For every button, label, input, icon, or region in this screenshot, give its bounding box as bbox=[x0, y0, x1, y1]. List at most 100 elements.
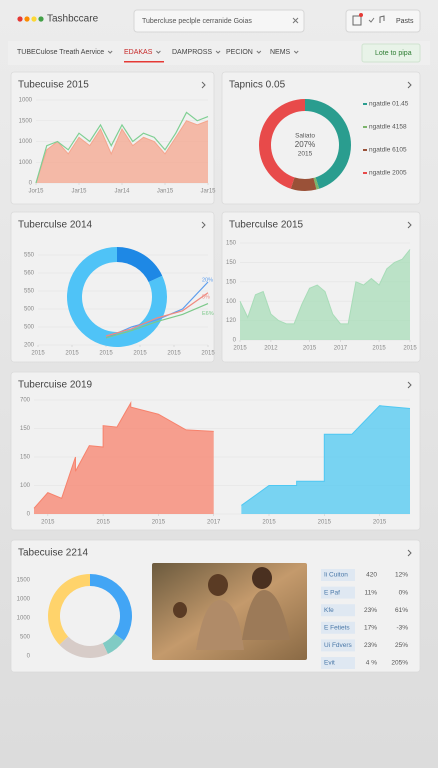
panel-arrow[interactable] bbox=[407, 381, 412, 389]
y-tick-label: 200 bbox=[24, 343, 35, 349]
dot bbox=[31, 16, 37, 22]
x-tick-label: Jar15 bbox=[200, 189, 216, 195]
panel-arrow[interactable] bbox=[201, 81, 206, 89]
y-tick-label: 500 bbox=[24, 325, 35, 331]
donut-segment bbox=[59, 636, 108, 658]
panel-arrow[interactable] bbox=[201, 221, 206, 229]
dropdown-icon bbox=[107, 50, 113, 54]
dropdown-icon bbox=[215, 50, 221, 54]
user-box[interactable] bbox=[345, 9, 421, 33]
y-tick-label: 150 bbox=[20, 455, 31, 461]
annotation: 5% bbox=[202, 294, 210, 300]
panel-arrow[interactable] bbox=[407, 221, 412, 229]
table-cell: 0% bbox=[399, 589, 409, 596]
donut-center-text: 207% bbox=[295, 140, 315, 149]
search-text[interactable]: Tubercluse peclple cerranide Goias bbox=[142, 18, 252, 25]
y-axis-label: 0 bbox=[27, 654, 31, 660]
table-cell: 25% bbox=[395, 642, 408, 649]
y-tick-label: 550 bbox=[24, 253, 35, 259]
table-cell: E Fetiets bbox=[324, 625, 350, 632]
header: Tashbccare Tubercluse peclple cerranide … bbox=[17, 9, 421, 33]
panel-title: Tuberculse 2014 bbox=[18, 220, 93, 231]
legend-label: ngatdle 01.45 bbox=[369, 101, 409, 108]
y-tick-label: 1000 bbox=[19, 98, 33, 104]
dropdown-icon bbox=[293, 50, 299, 54]
nav-item[interactable]: PECION bbox=[226, 49, 253, 56]
table-cell: 205% bbox=[391, 660, 408, 667]
row-label-bg bbox=[321, 604, 355, 617]
area bbox=[36, 120, 208, 183]
y-axis-label: 1000 bbox=[17, 597, 31, 603]
panel: Tuberculse 2014 200 500 500 550 560 550 2015 201… bbox=[10, 211, 215, 363]
logo: Tashbccare bbox=[47, 14, 99, 25]
y-tick-label: 100 bbox=[20, 483, 31, 489]
dot bbox=[24, 16, 30, 22]
y-tick-label: 150 bbox=[226, 279, 237, 285]
header-button[interactable]: Pasts bbox=[396, 18, 414, 25]
donut-segment bbox=[259, 99, 305, 189]
table-cell: 17% bbox=[364, 625, 377, 632]
panel-title: Tubecuise 2015 bbox=[18, 80, 89, 91]
table-cell: 11% bbox=[364, 589, 377, 596]
table-cell: 420 bbox=[366, 572, 377, 579]
nav-item[interactable]: EDAKAS bbox=[124, 49, 153, 56]
x-tick-label: 2015 bbox=[373, 520, 387, 526]
nav-action-box[interactable] bbox=[361, 43, 421, 63]
row-label-bg bbox=[321, 657, 355, 669]
y-axis-label: 500 bbox=[20, 635, 31, 641]
x-tick-label: 2015 bbox=[65, 351, 79, 357]
y-tick-label: 560 bbox=[24, 271, 35, 277]
photo-figure bbox=[173, 602, 187, 618]
y-tick-label: 1000 bbox=[19, 139, 33, 145]
nav-item[interactable]: DAMPROSS bbox=[172, 49, 212, 56]
line bbox=[35, 120, 209, 184]
legend-label: ngatdle 2005 bbox=[369, 170, 407, 177]
x-tick-label: 2015 bbox=[318, 520, 332, 526]
x-tick-label: 2015 bbox=[303, 346, 317, 352]
panel: Tuberculse 2015 0 120 100 150 150 150 2015 2012 2… bbox=[221, 211, 421, 363]
x-tick-label: 2015 bbox=[201, 351, 215, 357]
x-tick-label: 2015 bbox=[403, 346, 417, 352]
nav-item[interactable]: TUBECulose Treath Aervice bbox=[17, 49, 104, 56]
donut-segment bbox=[47, 574, 90, 645]
panel-title: Tuberculse 2015 bbox=[229, 220, 304, 231]
donut-segment bbox=[117, 247, 163, 283]
y-tick-label: 0 bbox=[27, 512, 31, 518]
y-tick-label: 700 bbox=[20, 398, 31, 404]
nav: Lote to pipa bbox=[8, 41, 430, 65]
table-cell: Ui Fdvers bbox=[324, 642, 353, 649]
x-tick-label: Jar14 bbox=[114, 189, 130, 195]
x-tick-label: 2015 bbox=[41, 520, 55, 526]
donut-segment bbox=[290, 177, 317, 191]
search-box[interactable] bbox=[133, 9, 305, 33]
donut-segment bbox=[305, 99, 351, 189]
panel-card bbox=[10, 211, 215, 363]
x-tick-label: 2017 bbox=[334, 346, 348, 352]
panel-arrow[interactable] bbox=[407, 549, 412, 557]
x-tick-label: 2015 bbox=[96, 520, 110, 526]
panel-arrow[interactable] bbox=[407, 81, 412, 89]
nav-item[interactable]: NEMS bbox=[270, 49, 291, 56]
photo-figure bbox=[208, 574, 228, 596]
clear-icon[interactable] bbox=[292, 17, 299, 24]
y-tick-label: 1500 bbox=[19, 118, 33, 124]
y-axis-label: 1500 bbox=[17, 578, 31, 584]
photo-body bbox=[196, 600, 244, 650]
donut-segment bbox=[66, 247, 167, 347]
x-tick-label: 2015 bbox=[99, 351, 113, 357]
panel: Tabecuise 2214 1500 1000 1000 500 0 Ii Cuiton 4… bbox=[10, 539, 421, 673]
panel: Tubercuise 2019 0 100 150 150 700 2015 2015 2015… bbox=[10, 371, 421, 531]
table-cell: E Paf bbox=[324, 589, 340, 596]
line bbox=[239, 249, 411, 325]
nav-action[interactable]: Lote to pipa bbox=[375, 50, 412, 57]
table-cell: 23% bbox=[364, 607, 377, 614]
note-icon bbox=[379, 15, 385, 23]
line bbox=[105, 292, 209, 337]
x-tick-label: Jor15 bbox=[28, 189, 44, 195]
row-label-bg bbox=[321, 621, 355, 634]
badge bbox=[359, 13, 363, 17]
y-axis-label: 1000 bbox=[17, 616, 31, 622]
bell-icon[interactable] bbox=[352, 15, 362, 26]
